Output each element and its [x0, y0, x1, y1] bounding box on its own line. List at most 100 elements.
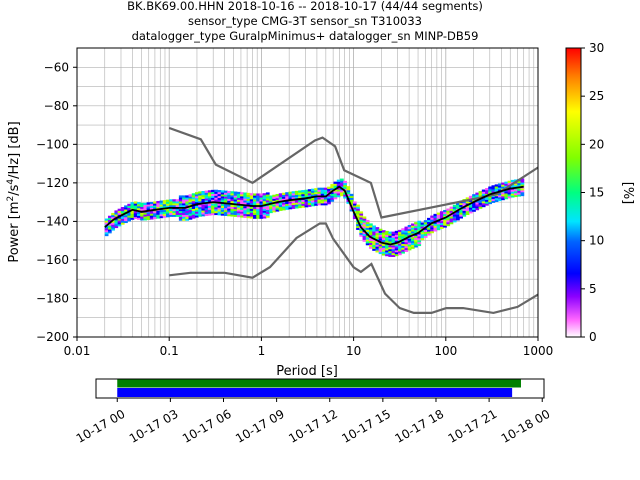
heatmap-cell: [433, 217, 438, 220]
heatmap-cell: [253, 210, 257, 214]
heatmap-cell: [517, 184, 521, 187]
heatmap-cell: [243, 196, 248, 199]
heatmap-cell: [111, 228, 115, 231]
heatmap-cell: [288, 201, 293, 204]
heatmap-cell: [462, 210, 467, 213]
heatmap-cell: [507, 194, 512, 197]
heatmap-cell: [259, 210, 264, 214]
heatmap-cell: [465, 207, 470, 210]
heatmap-cell: [220, 213, 225, 216]
heatmap-cell: [346, 191, 351, 195]
heatmap-cell: [311, 188, 315, 191]
heatmap-cell: [375, 244, 380, 247]
heatmap-cell: [217, 209, 222, 212]
heatmap-cell: [214, 189, 219, 192]
heatmap-cell: [278, 204, 283, 208]
heatmap-cell: [501, 194, 505, 197]
heatmap-cell: [178, 195, 183, 198]
heatmap-cell: [327, 200, 331, 203]
heatmap-cell: [375, 242, 380, 245]
heatmap-cell: [246, 215, 251, 219]
heatmap-cell: [317, 189, 322, 192]
heatmap-cell: [443, 213, 447, 217]
heatmap-cell: [352, 201, 357, 204]
heatmap-cell: [452, 216, 457, 219]
heatmap-cell: [214, 193, 219, 196]
heatmap-cell: [114, 212, 119, 215]
heatmap-cell: [136, 217, 141, 220]
heatmap-cell: [282, 192, 286, 195]
grid-lines: [76, 47, 538, 338]
heatmap-cell: [188, 196, 193, 199]
heatmap-cell: [185, 197, 190, 200]
heatmap-cell: [439, 226, 444, 229]
heatmap-cell: [378, 232, 383, 235]
heatmap-cell: [333, 185, 338, 188]
heatmap-cell: [391, 250, 396, 254]
heatmap-cell: [510, 189, 515, 192]
heatmap-cell: [378, 248, 383, 251]
heatmap-cell: [388, 235, 393, 238]
heatmap-cell: [198, 201, 202, 204]
heatmap-cell: [265, 194, 270, 197]
heatmap-cell: [420, 237, 425, 241]
heatmap-cell: [391, 235, 396, 238]
heatmap-cell: [340, 182, 344, 185]
heatmap-cell: [159, 200, 164, 203]
x-tick-label: 0.01: [64, 344, 91, 358]
heatmap-cell: [401, 228, 405, 231]
heatmap-cell: [307, 200, 312, 203]
heatmap-cell: [436, 227, 441, 231]
timeline-tick-label: 10-17 18: [393, 407, 447, 446]
heatmap-cell: [427, 233, 431, 236]
heatmap-cell: [207, 213, 212, 216]
heatmap-cell: [472, 205, 476, 208]
heatmap-cell: [301, 201, 306, 204]
heatmap-cell: [330, 199, 335, 202]
heatmap-cell: [233, 205, 238, 208]
heatmap-cell: [311, 198, 315, 201]
heatmap-cell: [488, 186, 492, 189]
heatmap-cell: [240, 192, 244, 195]
heatmap-cell: [365, 219, 370, 223]
heatmap-cell: [207, 211, 212, 214]
heatmap-cell: [504, 183, 509, 186]
heatmap-cell: [269, 201, 273, 204]
heatmap-cell: [282, 202, 286, 205]
heatmap-cell: [214, 207, 219, 210]
heatmap-cell: [414, 231, 418, 234]
heatmap-cell: [223, 194, 228, 197]
heatmap-cell: [452, 214, 457, 217]
heatmap-cell: [217, 205, 222, 208]
heatmap-cell: [388, 250, 393, 254]
heatmap-cell: [259, 193, 264, 196]
heatmap-cell: [414, 239, 418, 242]
heatmap-cell: [304, 203, 309, 206]
heatmap-cell: [359, 215, 364, 218]
heatmap-cell: [510, 185, 515, 188]
heatmap-cell: [207, 190, 212, 193]
heatmap-cell: [456, 218, 460, 221]
heatmap-cell: [417, 226, 422, 229]
heatmap-cell: [485, 199, 489, 202]
heatmap-cell: [262, 210, 267, 213]
heatmap-cell: [211, 211, 215, 214]
heatmap-cell: [352, 216, 357, 220]
heatmap-cell: [485, 203, 489, 206]
noise-models: [168, 126, 539, 315]
heatmap-cell: [201, 192, 206, 196]
heatmap-cell: [375, 248, 380, 251]
heatmap-cell: [185, 210, 190, 214]
heatmap-cell: [520, 184, 525, 187]
heatmap-cell: [191, 210, 196, 213]
heatmap-cell: [204, 207, 209, 211]
heatmap-cell: [314, 188, 318, 191]
heatmap-cell: [472, 201, 476, 205]
heatmap-cell: [227, 208, 231, 211]
heatmap-cell: [182, 197, 186, 200]
heatmap-cell: [385, 252, 389, 255]
heatmap-cell: [430, 229, 434, 232]
segment-timeline: 10-17 00 10-17 03 10-17 06 10-17 09 10-17 12…: [74, 378, 553, 446]
heatmap-cell: [317, 197, 322, 200]
heatmap-cell: [388, 237, 393, 240]
